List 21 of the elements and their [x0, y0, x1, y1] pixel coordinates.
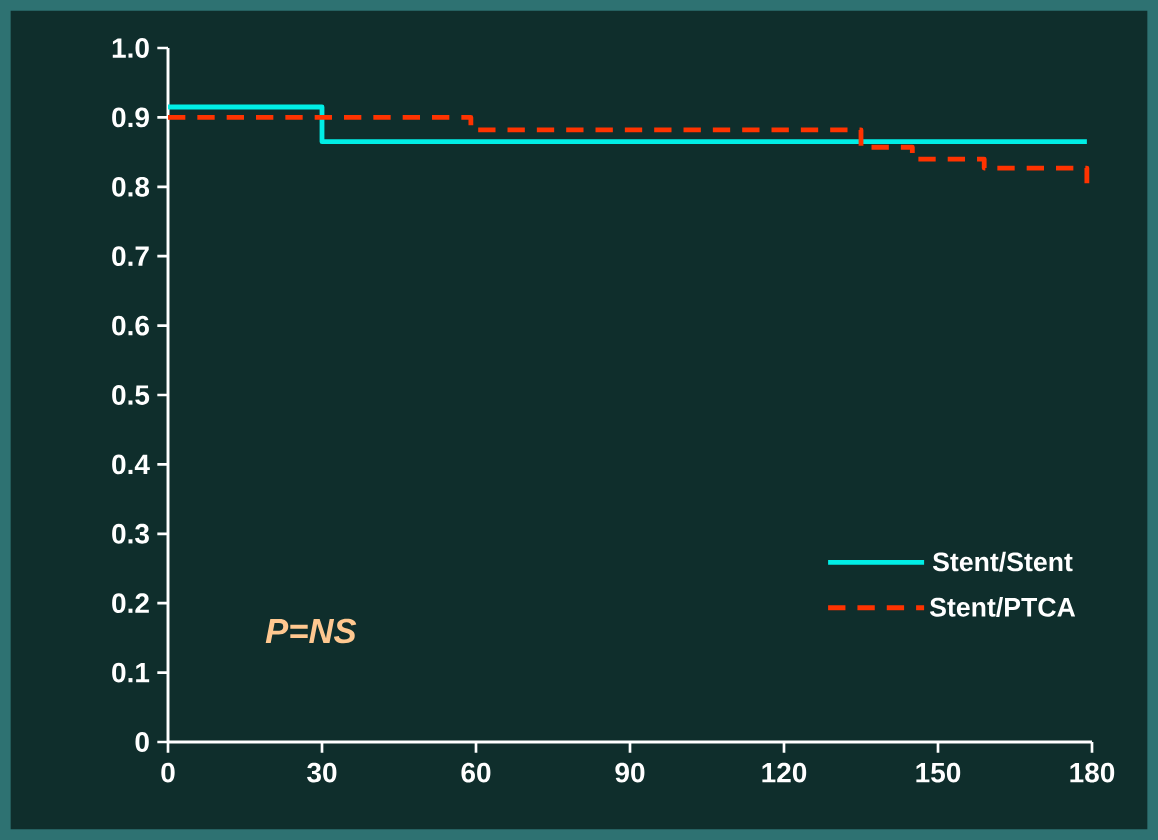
x-tick-label: 150	[916, 762, 961, 783]
y-tick-label: 0.3	[112, 523, 149, 544]
legend-label: Stent/PTCA	[929, 597, 1076, 617]
x-tick-label: 180	[1070, 762, 1115, 783]
y-tick-label: 0.2	[112, 593, 149, 614]
y-tick-label: 0.7	[112, 246, 149, 267]
x-tick-label: 60	[461, 762, 491, 783]
y-tick-label: 0.6	[112, 315, 149, 336]
y-tick-label: 1.0	[112, 38, 149, 58]
y-tick-label: 0	[135, 732, 149, 752]
x-tick-label: 0	[161, 762, 175, 783]
y-tick-label: 0.9	[112, 107, 149, 128]
y-tick-label: 0.8	[112, 176, 150, 197]
annotation: P=NS	[265, 618, 357, 644]
x-tick-label: 120	[762, 762, 807, 783]
y-tick-label: 0.1	[112, 662, 150, 683]
x-tick-label: 90	[615, 762, 645, 783]
x-tick-label: 30	[307, 762, 337, 783]
y-tick-label: 0.4	[112, 454, 150, 475]
legend-label: Stent/Stent	[932, 551, 1073, 572]
y-tick-label: 0.5	[112, 385, 150, 405]
